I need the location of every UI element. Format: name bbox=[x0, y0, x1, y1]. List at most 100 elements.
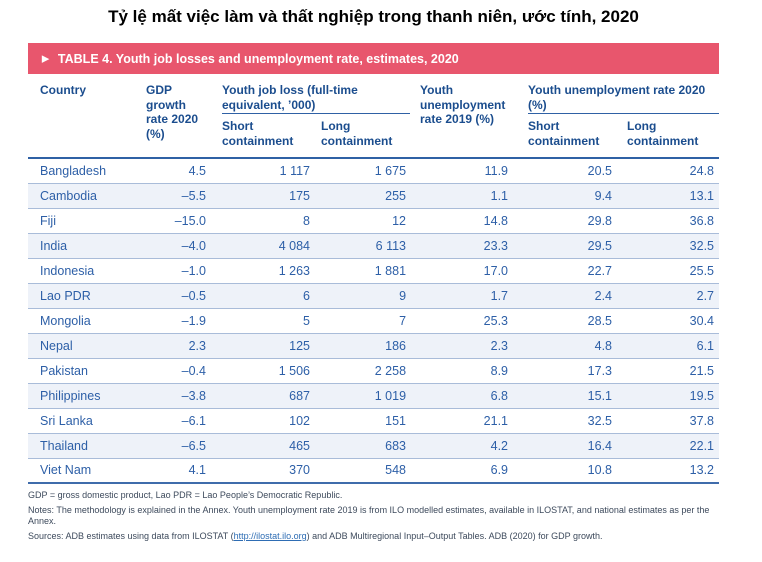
country-cell: Sri Lanka bbox=[28, 408, 135, 434]
value-cell: 9.4 bbox=[515, 183, 616, 209]
ilostat-link[interactable]: http://ilostat.ilo.org bbox=[233, 530, 307, 541]
table-header: Country GDP growth rate 2020 (%) Youth j… bbox=[28, 74, 720, 159]
table-banner: ▶ TABLE 4. Youth job losses and unemploy… bbox=[28, 43, 719, 74]
value-cell: 13.1 bbox=[615, 183, 720, 209]
country-cell: Indonesia bbox=[28, 258, 135, 284]
table-row: Thailand –6.5 465 683 4.2 16.4 22.1 bbox=[28, 433, 720, 459]
value-cell: 7 bbox=[315, 308, 413, 334]
value-cell: 1 881 bbox=[315, 258, 413, 284]
table-body: Bangladesh 4.5 1 117 1 675 11.9 20.5 24.8 Cambo… bbox=[28, 158, 720, 484]
value-cell: 6.1 bbox=[615, 333, 720, 359]
table-row: Nepal 2.3 125 186 2.3 4.8 6.1 bbox=[28, 333, 720, 359]
youth-jobs-table: Country GDP growth rate 2020 (%) Youth j… bbox=[28, 74, 720, 484]
col-header-gdp-growth: GDP growth rate 2020 (%) bbox=[135, 74, 210, 159]
value-cell: 28.5 bbox=[515, 308, 616, 334]
value-cell: 4.5 bbox=[135, 158, 210, 184]
value-cell: 22.7 bbox=[515, 258, 616, 284]
country-cell: Philippines bbox=[28, 383, 135, 409]
value-cell: 6.9 bbox=[412, 458, 516, 484]
value-cell: 548 bbox=[315, 458, 413, 484]
col-header-jobloss-long: Long containment bbox=[315, 114, 413, 159]
value-cell: 16.4 bbox=[515, 433, 616, 459]
value-cell: 1 675 bbox=[315, 158, 413, 184]
value-cell: –5.5 bbox=[135, 183, 210, 209]
value-cell: 6 113 bbox=[315, 233, 413, 259]
value-cell: 30.4 bbox=[615, 308, 720, 334]
country-cell: Bangladesh bbox=[28, 158, 135, 184]
value-cell: 4.8 bbox=[515, 333, 616, 359]
value-cell: 125 bbox=[210, 333, 315, 359]
col-group-unemployment-2020-label: Youth unemployment rate 2020 (%) bbox=[528, 74, 720, 114]
country-cell: Cambodia bbox=[28, 183, 135, 209]
table-row: Pakistan –0.4 1 506 2 258 8.9 17.3 21.5 bbox=[28, 358, 720, 384]
value-cell: 20.5 bbox=[515, 158, 616, 184]
value-cell: 29.8 bbox=[515, 208, 616, 234]
country-cell: Nepal bbox=[28, 333, 135, 359]
table-row: Lao PDR –0.5 6 9 1.7 2.4 2.7 bbox=[28, 283, 720, 309]
col-header-unemp2020-short: Short containment bbox=[515, 114, 616, 159]
value-cell: 1.7 bbox=[412, 283, 516, 309]
table-row: Indonesia –1.0 1 263 1 881 17.0 22.7 25.5 bbox=[28, 258, 720, 284]
col-header-jobloss-short: Short containment bbox=[210, 114, 315, 159]
value-cell: 1 506 bbox=[210, 358, 315, 384]
table-row: Cambodia –5.5 175 255 1.1 9.4 13.1 bbox=[28, 183, 720, 209]
footnote-abbreviations: GDP = gross domestic product, Lao PDR = … bbox=[28, 490, 343, 500]
value-cell: 32.5 bbox=[515, 408, 616, 434]
value-cell: 13.2 bbox=[615, 458, 720, 484]
table-row: Sri Lanka –6.1 102 151 21.1 32.5 37.8 bbox=[28, 408, 720, 434]
value-cell: 1.1 bbox=[412, 183, 516, 209]
value-cell: 15.1 bbox=[515, 383, 616, 409]
value-cell: –0.4 bbox=[135, 358, 210, 384]
col-header-unemp2020-long: Long containment bbox=[615, 114, 720, 159]
value-cell: 1 019 bbox=[315, 383, 413, 409]
triangle-right-icon: ▶ bbox=[42, 53, 49, 64]
value-cell: 2 258 bbox=[315, 358, 413, 384]
country-cell: Viet Nam bbox=[28, 458, 135, 484]
value-cell: 29.5 bbox=[515, 233, 616, 259]
value-cell: 24.8 bbox=[615, 158, 720, 184]
value-cell: 8 bbox=[210, 208, 315, 234]
col-group-youth-job-loss: Youth job loss (full-time equivalent, ’0… bbox=[210, 74, 412, 114]
value-cell: 10.8 bbox=[515, 458, 616, 484]
value-cell: –6.1 bbox=[135, 408, 210, 434]
value-cell: 22.1 bbox=[615, 433, 720, 459]
value-cell: 4.1 bbox=[135, 458, 210, 484]
value-cell: 9 bbox=[315, 283, 413, 309]
value-cell: 11.9 bbox=[412, 158, 516, 184]
country-cell: Thailand bbox=[28, 433, 135, 459]
col-group-youth-job-loss-label: Youth job loss (full-time equivalent, ’0… bbox=[222, 74, 411, 114]
value-cell: 2.3 bbox=[135, 333, 210, 359]
value-cell: –3.8 bbox=[135, 383, 210, 409]
footnote-sources: Sources: ADB estimates using data from I… bbox=[28, 531, 719, 542]
value-cell: 6 bbox=[210, 283, 315, 309]
value-cell: 21.1 bbox=[412, 408, 516, 434]
value-cell: 1 263 bbox=[210, 258, 315, 284]
value-cell: 19.5 bbox=[615, 383, 720, 409]
value-cell: 17.3 bbox=[515, 358, 616, 384]
col-header-unemployment-2019: Youth unemployment rate 2019 (%) bbox=[412, 74, 516, 159]
value-cell: 2.3 bbox=[412, 333, 516, 359]
value-cell: –0.5 bbox=[135, 283, 210, 309]
value-cell: 687 bbox=[210, 383, 315, 409]
value-cell: 4 084 bbox=[210, 233, 315, 259]
sources-text-suffix: ) and ADB Multiregional Input–Output Tab… bbox=[306, 530, 603, 541]
value-cell: 37.8 bbox=[615, 408, 720, 434]
value-cell: 2.4 bbox=[515, 283, 616, 309]
value-cell: 21.5 bbox=[615, 358, 720, 384]
value-cell: 102 bbox=[210, 408, 315, 434]
value-cell: 2.7 bbox=[615, 283, 720, 309]
table-row: Fiji –15.0 8 12 14.8 29.8 36.8 bbox=[28, 208, 720, 234]
table-row: India –4.0 4 084 6 113 23.3 29.5 32.5 bbox=[28, 233, 720, 259]
country-cell: Fiji bbox=[28, 208, 135, 234]
value-cell: 4.2 bbox=[412, 433, 516, 459]
country-cell: India bbox=[28, 233, 135, 259]
value-cell: 683 bbox=[315, 433, 413, 459]
value-cell: 25.5 bbox=[615, 258, 720, 284]
value-cell: –15.0 bbox=[135, 208, 210, 234]
value-cell: 151 bbox=[315, 408, 413, 434]
value-cell: 465 bbox=[210, 433, 315, 459]
value-cell: 255 bbox=[315, 183, 413, 209]
value-cell: –1.0 bbox=[135, 258, 210, 284]
value-cell: 370 bbox=[210, 458, 315, 484]
value-cell: 186 bbox=[315, 333, 413, 359]
